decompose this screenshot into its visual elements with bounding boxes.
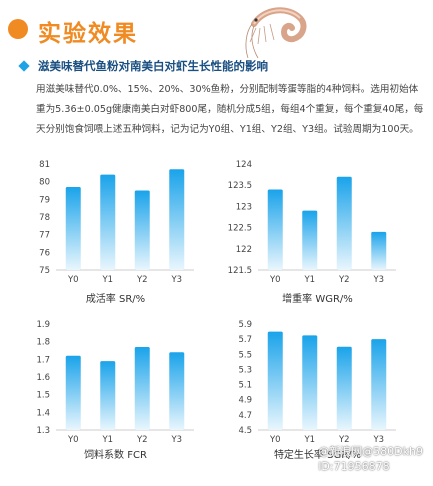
- orange-dot-icon: [8, 19, 28, 39]
- chart-svg: 121.5 122 122.5 123 123.5 124 Y0 Y1 Y2 Y3: [228, 160, 396, 285]
- y-tick-label: 81: [39, 160, 50, 170]
- y-tick-label: 1.6: [36, 373, 50, 383]
- bar-Y0: [267, 331, 283, 430]
- bar-Y0: [65, 186, 81, 270]
- y-tick-label: 1.5: [36, 391, 50, 401]
- y-tick-label: 78: [39, 213, 50, 223]
- bar-Y0: [65, 355, 81, 430]
- x-tick-label: Y2: [136, 435, 148, 445]
- y-tick-label: 124: [236, 160, 252, 170]
- y-tick-label: 1.4: [36, 408, 50, 418]
- y-tick-label: 122.5: [228, 224, 252, 234]
- y-tick-label: 1.9: [36, 320, 50, 330]
- x-tick-label: Y1: [303, 275, 315, 285]
- bar-Y2: [134, 190, 150, 270]
- y-tick-label: 1.8: [36, 338, 50, 348]
- shrimp-illustration: [245, 7, 307, 59]
- x-tick-label: Y1: [303, 435, 315, 445]
- chart-survival-rate: 75 76 77 78 79 80 81 Y0 Y1 Y2 Y3 成活率 SR/%: [18, 150, 213, 318]
- chart-xlabel: 饲料系数 FCR: [84, 450, 147, 461]
- x-tick-label: Y3: [372, 275, 384, 285]
- chart-xlabel: 特定生长率 SGR/%: [273, 450, 362, 461]
- x-tick-label: Y2: [338, 435, 350, 445]
- watermark: @新浪网@580Dkh9 ID:71956878: [318, 444, 423, 474]
- y-tick-label: 5.9: [238, 320, 252, 330]
- bar-Y3: [371, 339, 387, 430]
- section-title: 实验效果: [38, 21, 138, 47]
- y-tick-label: 123: [236, 202, 252, 212]
- x-tick-label: Y1: [101, 275, 113, 285]
- bar-Y3: [169, 169, 185, 270]
- y-tick-label: 4.5: [238, 426, 252, 436]
- bar-Y3: [371, 231, 387, 270]
- subtitle-text: 滋美味替代鱼粉对南美白对虾生长性能的影响: [38, 59, 268, 73]
- bar-Y1: [100, 174, 116, 270]
- chart-xlabel: 增重率 WGR/%: [282, 294, 353, 305]
- watermark-line-2: ID:71956878: [318, 460, 390, 473]
- diamond-bullet-icon: [18, 60, 30, 72]
- y-tick-label: 5.1: [238, 381, 252, 391]
- x-tick-label: Y0: [67, 275, 79, 285]
- y-tick-label: 4.7: [238, 411, 252, 421]
- y-tick-label: 123.5: [228, 181, 252, 191]
- x-tick-label: Y3: [170, 435, 182, 445]
- chart-specific-growth-rate: 4.5 4.7 4.9 5.1 5.3 5.5 5.7 5.9 Y0 Y1 Y2 Y3 特定生长率 S…: [220, 310, 415, 478]
- y-tick-label: 75: [39, 266, 50, 276]
- bar-Y1: [302, 210, 318, 270]
- y-tick-label: 76: [39, 248, 50, 258]
- chart-svg: 1.3 1.4 1.5 1.6 1.7 1.8 1.9 Y0 Y1 Y2 Y3: [36, 320, 194, 445]
- header: 实验效果: [0, 0, 433, 58]
- chart-svg: 4.5 4.7 4.9 5.1 5.3 5.5 5.7 5.9 Y0 Y1 Y2 Y3: [238, 320, 396, 445]
- bar-Y1: [302, 335, 318, 430]
- x-tick-label: Y0: [269, 435, 281, 445]
- x-tick-label: Y3: [372, 435, 384, 445]
- y-tick-label: 1.3: [36, 426, 50, 436]
- x-tick-label: Y3: [170, 275, 182, 285]
- chart-feed-conversion-ratio: 1.3 1.4 1.5 1.6 1.7 1.8 1.9 Y0 Y1 Y2 Y3 饲料系数 FCR: [18, 310, 213, 478]
- bar-Y0: [267, 189, 283, 270]
- bar-Y2: [134, 346, 150, 430]
- subtitle: 滋美味替代鱼粉对南美白对虾生长性能的影响: [18, 58, 268, 74]
- x-tick-label: Y0: [269, 275, 281, 285]
- bar-Y1: [100, 361, 116, 430]
- x-tick-label: Y2: [136, 275, 148, 285]
- bar-Y3: [169, 352, 185, 430]
- bar-Y2: [336, 176, 352, 270]
- y-tick-label: 5.7: [238, 335, 252, 345]
- x-tick-label: Y0: [67, 435, 79, 445]
- description: 用滋美味替代0.0%、15%、20%、30%鱼粉，分别配制等蛋等脂的4种饲料。选…: [36, 84, 424, 135]
- y-tick-label: 121.5: [228, 266, 252, 276]
- y-tick-label: 80: [39, 178, 50, 188]
- chart-weight-gain-rate: 121.5 122 122.5 123 123.5 124 Y0 Y1 Y2 Y3 增重率 WGR…: [220, 150, 415, 318]
- chart-svg: 75 76 77 78 79 80 81 Y0 Y1 Y2 Y3: [39, 160, 194, 285]
- bar-Y2: [336, 346, 352, 430]
- y-tick-label: 5.5: [238, 350, 252, 360]
- y-tick-label: 122: [236, 245, 252, 255]
- x-tick-label: Y1: [101, 435, 113, 445]
- y-tick-label: 5.3: [238, 365, 252, 375]
- watermark-line-1: @新浪网@580Dkh9: [318, 445, 423, 458]
- y-tick-label: 4.9: [238, 396, 252, 406]
- chart-xlabel: 成活率 SR/%: [85, 294, 146, 305]
- y-tick-label: 79: [39, 195, 50, 205]
- y-tick-label: 1.7: [36, 355, 50, 365]
- y-tick-label: 77: [39, 231, 50, 241]
- x-tick-label: Y2: [338, 275, 350, 285]
